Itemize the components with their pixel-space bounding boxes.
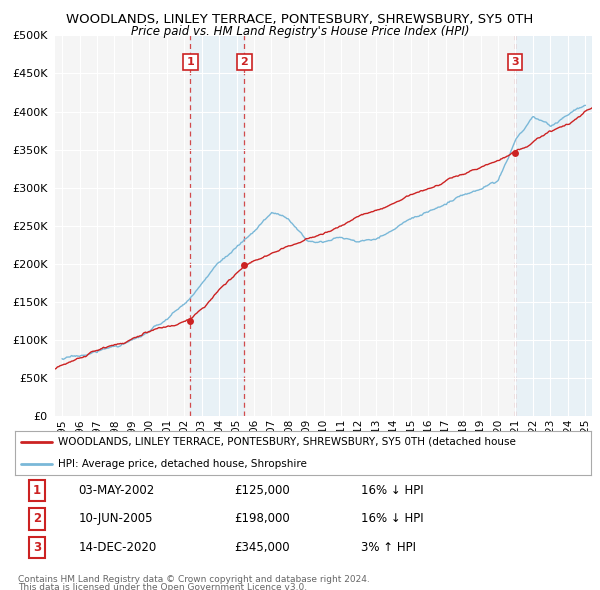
Text: Contains HM Land Registry data © Crown copyright and database right 2024.: Contains HM Land Registry data © Crown c… [18, 575, 370, 584]
Text: 2: 2 [241, 57, 248, 67]
Text: £198,000: £198,000 [234, 512, 290, 526]
Text: 10-JUN-2005: 10-JUN-2005 [79, 512, 153, 526]
Text: 1: 1 [187, 57, 194, 67]
Text: Price paid vs. HM Land Registry's House Price Index (HPI): Price paid vs. HM Land Registry's House … [131, 25, 469, 38]
Text: 16% ↓ HPI: 16% ↓ HPI [361, 484, 423, 497]
Text: 16% ↓ HPI: 16% ↓ HPI [361, 512, 423, 526]
Text: 03-MAY-2002: 03-MAY-2002 [79, 484, 155, 497]
Bar [515, 35, 592, 416]
Text: 3% ↑ HPI: 3% ↑ HPI [361, 541, 416, 554]
Text: WOODLANDS, LINLEY TERRACE, PONTESBURY, SHREWSBURY, SY5 0TH (detached house: WOODLANDS, LINLEY TERRACE, PONTESBURY, S… [58, 437, 516, 447]
Bar [190, 35, 244, 416]
Text: HPI: Average price, detached house, Shropshire: HPI: Average price, detached house, Shro… [58, 459, 307, 469]
Text: 1: 1 [33, 484, 41, 497]
Text: 2: 2 [33, 512, 41, 526]
Text: 14-DEC-2020: 14-DEC-2020 [79, 541, 157, 554]
Text: This data is licensed under the Open Government Licence v3.0.: This data is licensed under the Open Gov… [18, 583, 307, 590]
Text: 3: 3 [511, 57, 518, 67]
Text: WOODLANDS, LINLEY TERRACE, PONTESBURY, SHREWSBURY, SY5 0TH: WOODLANDS, LINLEY TERRACE, PONTESBURY, S… [67, 13, 533, 26]
Text: £125,000: £125,000 [234, 484, 290, 497]
Text: £345,000: £345,000 [234, 541, 290, 554]
Text: 3: 3 [33, 541, 41, 554]
